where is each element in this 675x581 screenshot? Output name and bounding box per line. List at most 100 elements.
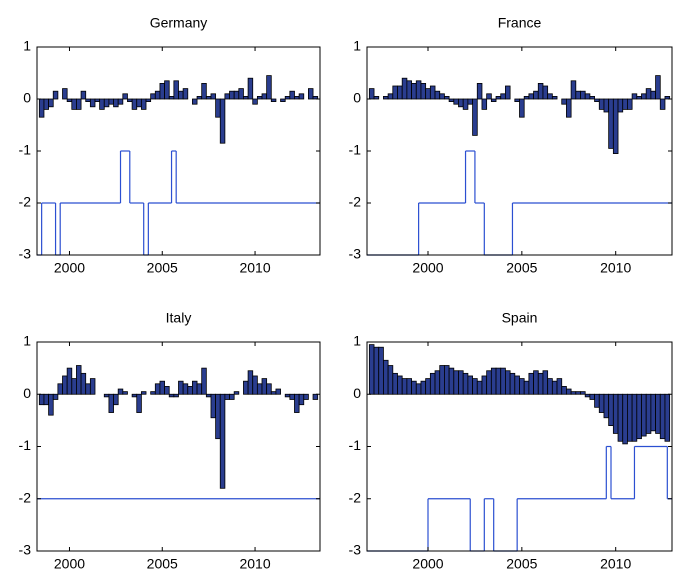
bar	[415, 80, 422, 100]
bar	[453, 98, 459, 105]
bar	[127, 98, 133, 102]
bar	[547, 378, 553, 395]
bar	[182, 88, 189, 100]
bar	[168, 393, 175, 398]
bar	[159, 380, 165, 395]
bar	[168, 96, 175, 100]
bar	[131, 98, 138, 110]
bar	[397, 375, 403, 395]
bar	[603, 98, 610, 113]
bar	[224, 393, 230, 400]
bar	[472, 98, 478, 136]
panel-title: France	[498, 15, 542, 31]
bar	[383, 359, 389, 395]
bar	[420, 83, 427, 100]
bar	[650, 393, 656, 432]
bar	[542, 85, 549, 100]
bar	[528, 93, 534, 100]
bar	[229, 90, 235, 100]
bar	[566, 388, 572, 395]
bar	[187, 386, 193, 395]
bar	[429, 372, 436, 395]
bar	[533, 370, 539, 395]
bar	[655, 393, 661, 434]
bar	[38, 98, 45, 118]
axes-box	[366, 46, 673, 256]
bar	[201, 83, 207, 100]
bar	[266, 75, 272, 100]
bar	[476, 380, 483, 395]
bar	[80, 372, 87, 395]
bar	[62, 88, 68, 100]
bar	[594, 98, 600, 102]
bar	[612, 393, 619, 434]
bar	[622, 98, 628, 110]
bar	[173, 80, 179, 100]
bar	[542, 370, 549, 395]
bar	[378, 346, 384, 395]
bar	[284, 393, 291, 398]
bar	[612, 98, 619, 154]
bar	[57, 383, 63, 395]
bar	[472, 378, 478, 395]
bar	[247, 77, 254, 100]
bar	[387, 93, 394, 100]
bar	[429, 85, 436, 100]
bar	[252, 98, 258, 105]
bar	[117, 98, 124, 105]
bar	[294, 96, 300, 100]
bar	[500, 93, 506, 100]
bar	[537, 83, 544, 100]
panel-title: Italy	[166, 310, 192, 326]
bar	[94, 98, 101, 102]
bar	[275, 388, 281, 395]
bar	[645, 393, 652, 434]
bar	[392, 85, 398, 100]
bar	[66, 367, 73, 395]
bar	[270, 98, 277, 102]
bar	[509, 372, 516, 395]
bar	[523, 96, 530, 100]
bar	[458, 370, 464, 395]
x-tick-label: 2010	[239, 556, 270, 572]
bar	[52, 393, 59, 400]
y-tick-label: 0	[23, 90, 31, 106]
bar	[514, 98, 520, 102]
bar	[154, 90, 161, 100]
bar	[66, 98, 73, 102]
bar	[528, 372, 534, 395]
bar	[505, 370, 511, 395]
bar	[383, 96, 389, 100]
bar	[154, 383, 161, 395]
bar	[289, 90, 295, 100]
bar	[229, 393, 235, 400]
bar	[38, 393, 45, 406]
bar	[284, 96, 291, 100]
bar	[243, 380, 249, 395]
bar	[298, 393, 305, 406]
bar	[490, 367, 497, 395]
bar	[210, 393, 217, 419]
panel-title: Spain	[502, 310, 538, 326]
panel-title: Germany	[150, 15, 208, 31]
bar	[164, 386, 170, 395]
bar	[192, 380, 198, 395]
bar	[373, 96, 380, 100]
bar	[178, 90, 184, 100]
bar	[238, 88, 244, 100]
bar	[215, 393, 221, 440]
bar	[551, 380, 558, 395]
bar	[103, 393, 110, 398]
bar	[182, 383, 189, 395]
bar	[603, 393, 610, 419]
x-tick-label: 2010	[600, 556, 631, 572]
y-tick-label: -1	[349, 142, 362, 158]
bar	[439, 365, 445, 395]
bar	[425, 88, 431, 100]
bar	[205, 96, 212, 100]
bar	[261, 93, 268, 100]
bar	[448, 98, 455, 102]
bar	[48, 393, 54, 416]
bar	[486, 370, 492, 395]
